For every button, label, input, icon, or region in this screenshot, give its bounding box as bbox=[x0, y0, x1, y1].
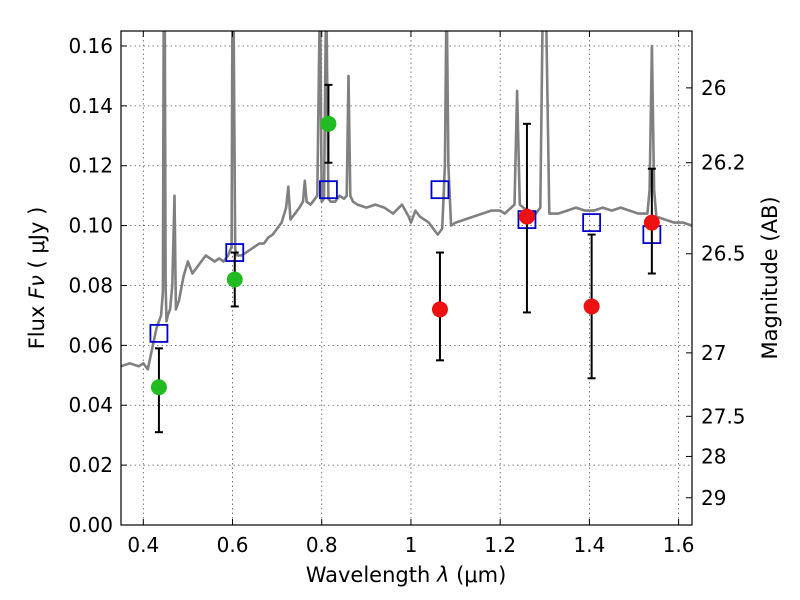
axes: 0.4 0.6 0.8 1 1.2 1.4 1.6 0.00 0.02 0.04 0.06 0.08 0… bbox=[68, 31, 746, 557]
observed-photometry-point bbox=[518, 208, 535, 225]
synthetic-photometry-square bbox=[319, 180, 338, 200]
model-spectrum-line bbox=[121, 31, 692, 371]
x-tick-label: 1.4 bbox=[573, 533, 605, 557]
y2-tick-label: 28 bbox=[701, 444, 726, 468]
y-tick-label: 0.08 bbox=[68, 273, 113, 297]
observed-photometry-point bbox=[226, 271, 243, 288]
plot-area bbox=[121, 31, 692, 434]
y-tick-label: 0.14 bbox=[68, 94, 113, 118]
x-tick-label: 0.8 bbox=[306, 533, 338, 557]
y-axis-label: Flux Fν ( μJy ) bbox=[25, 207, 49, 350]
y-tick-label: 0.06 bbox=[68, 333, 113, 357]
synthetic-photometry-square bbox=[582, 213, 602, 233]
observed-photometry-point bbox=[643, 214, 660, 231]
observed-photometry-point bbox=[320, 115, 337, 132]
y-tick-label: 0.12 bbox=[68, 154, 113, 178]
y2-tick-label: 27.5 bbox=[701, 404, 746, 428]
y2-tick-label: 29 bbox=[701, 486, 726, 510]
x-tick-label: 1.6 bbox=[663, 533, 695, 557]
grid-lines bbox=[121, 31, 692, 525]
synthetic-photometry-square bbox=[430, 180, 450, 200]
y2-tick-label: 27 bbox=[701, 341, 726, 365]
y-tick-label: 0.00 bbox=[68, 513, 113, 537]
plot-frame bbox=[120, 30, 693, 526]
x-tick-label: 0.6 bbox=[217, 533, 249, 557]
observed-photometry-point bbox=[431, 301, 448, 318]
y-tick-label: 0.10 bbox=[68, 214, 113, 238]
x-tick-label: 1 bbox=[405, 533, 418, 557]
x-axis-label: Wavelength λ (μm) bbox=[306, 563, 507, 587]
observed-photometry-point bbox=[583, 298, 600, 315]
synthetic-photometry-square bbox=[149, 323, 169, 343]
y2-tick-label: 26.5 bbox=[701, 242, 746, 266]
observed-photometry-point bbox=[150, 379, 167, 396]
y2-tick-label: 26.2 bbox=[701, 151, 746, 175]
y-tick-label: 0.04 bbox=[68, 393, 113, 417]
y2-axis-label: Magnitude (AB) bbox=[758, 196, 782, 359]
y-tick-label: 0.16 bbox=[68, 34, 113, 58]
y-tick-label: 0.02 bbox=[68, 453, 113, 477]
x-tick-label: 1.2 bbox=[484, 533, 516, 557]
x-tick-label: 0.4 bbox=[127, 533, 159, 557]
y2-tick-label: 26 bbox=[701, 76, 726, 100]
